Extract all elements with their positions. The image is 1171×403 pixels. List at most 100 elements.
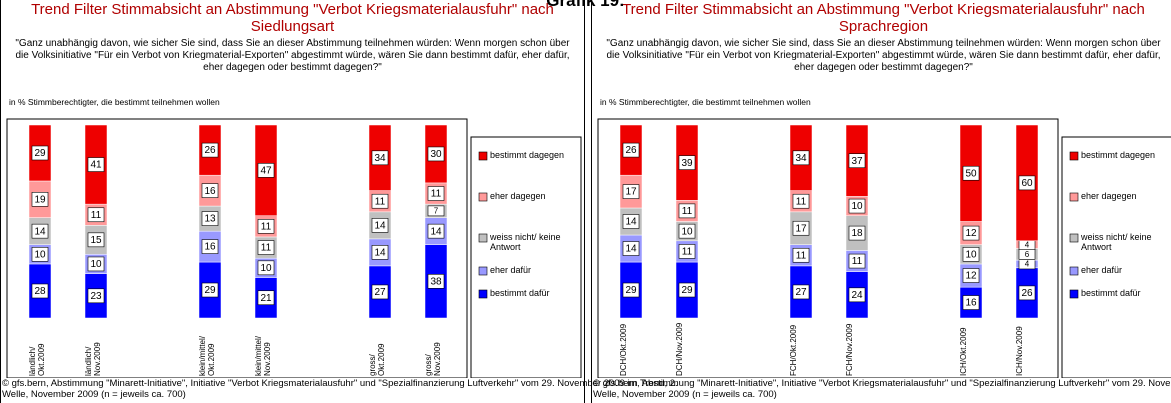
value-label-box: [427, 146, 445, 162]
value-label: 17: [795, 223, 807, 234]
x-tick-label: ländlich/ Okt.2009: [28, 343, 46, 376]
legend-swatch: [1069, 233, 1079, 243]
x-tick-label: gross/ Okt.2009: [368, 343, 386, 376]
x-tick-label: DCH/Nov.2009: [675, 322, 684, 376]
value-label: 16: [965, 298, 977, 309]
value-label: 6: [1025, 250, 1030, 259]
value-label-box: [371, 284, 389, 300]
value-label-box: [792, 150, 810, 166]
value-label-box: [257, 240, 275, 255]
value-label-box: [257, 219, 275, 234]
value-label-box: [848, 198, 866, 214]
x-tick-label: ländlich/ Nov.2009: [84, 342, 102, 376]
value-label: 10: [851, 201, 863, 212]
value-label: 21: [260, 293, 272, 304]
legend-swatch: [1069, 151, 1079, 161]
value-label-box: [678, 282, 696, 298]
y-axis-label: in % Stimmberechtigter, die bestimmt tei…: [600, 97, 811, 107]
legend-swatch: [478, 192, 488, 202]
plot-frame: [597, 118, 1059, 378]
value-label: 11: [682, 247, 693, 258]
chart-panel: 28 10 14 19 29 23 10 15 11 41 29 16 13 16 26 21 10 11 11 47…: [0, 0, 678, 403]
value-label-box: [622, 282, 640, 298]
value-label-box: [201, 142, 219, 158]
value-label-box: [962, 295, 980, 310]
value-label-box: [371, 150, 389, 166]
value-label: 12: [965, 271, 977, 282]
value-label: 19: [34, 194, 46, 205]
value-label: 10: [681, 226, 693, 237]
value-label: 16: [204, 242, 216, 253]
value-label: 10: [90, 259, 102, 270]
value-label-box: [201, 183, 219, 198]
value-label: 7: [434, 206, 439, 215]
value-label: 37: [851, 156, 863, 167]
value-label: 13: [204, 214, 216, 225]
value-label-box: [792, 220, 810, 236]
value-label: 29: [681, 285, 693, 296]
value-label: 23: [90, 291, 102, 302]
value-label-box: [427, 223, 445, 239]
value-label: 11: [796, 250, 807, 261]
value-label-box: [1018, 175, 1036, 191]
value-label-box: [87, 207, 105, 223]
value-label-box: [848, 153, 866, 169]
chart-panel: 29 14 14 17 26 29 11 10 11 39 27 11 17 11 34 24 11 18 10 37…: [591, 0, 1171, 403]
footnote: © gfs.bern, Abstimmung "Minarett-Initiat…: [2, 378, 678, 400]
value-label: 11: [796, 196, 807, 207]
value-label: 11: [431, 189, 442, 200]
chart-title: Trend Filter Stimmabsicht an Abstimmung …: [31, 1, 554, 35]
chart-title: Trend Filter Stimmabsicht an Abstimmung …: [622, 1, 1145, 35]
x-tick-label: klein/mittel/ Okt.2009: [198, 335, 216, 376]
legend-frame: [470, 136, 582, 378]
value-label: 15: [90, 235, 102, 246]
value-label: 27: [795, 287, 807, 298]
value-label-box: [201, 282, 219, 298]
value-label: 14: [430, 226, 442, 237]
x-tick-label: FCH/Nov.2009: [845, 323, 854, 376]
legend-swatch: [478, 233, 488, 243]
value-label: 26: [1021, 288, 1033, 299]
value-label-box: [678, 203, 696, 219]
chart-subtitle: "Ganz unabhängig davon, wie sicher Sie s…: [15, 38, 570, 73]
value-label-box: [962, 268, 980, 283]
value-label-box: [31, 192, 49, 207]
value-label: 38: [430, 276, 442, 287]
y-axis-label: in % Stimmberechtigter, die bestimmt tei…: [9, 97, 220, 107]
value-label: 30: [430, 149, 442, 160]
value-label-box: [792, 193, 810, 209]
value-label-box: [427, 274, 445, 289]
value-label-box: [87, 232, 105, 248]
value-label: 60: [1021, 178, 1033, 189]
value-label: 14: [374, 248, 386, 259]
value-label: 14: [34, 226, 46, 237]
value-label-box: [31, 247, 49, 262]
value-label: 14: [625, 244, 637, 255]
value-label: 26: [625, 145, 637, 156]
value-label-box: [962, 247, 980, 262]
value-label-box: [371, 245, 389, 260]
value-label-box: [1018, 285, 1036, 301]
value-label: 11: [682, 206, 693, 217]
value-label: 4: [1025, 260, 1030, 269]
value-label: 27: [374, 287, 386, 298]
value-label-box: [848, 287, 866, 303]
value-label-box: [622, 184, 640, 199]
value-label: 29: [625, 285, 637, 296]
value-label-box: [678, 244, 696, 259]
legend-label: bestimmt dafür: [1081, 288, 1141, 298]
value-label-box: [792, 284, 810, 300]
value-label: 29: [204, 285, 216, 296]
value-label: 11: [91, 210, 102, 221]
x-tick-label: klein/mittel/ Nov.2009: [254, 335, 272, 376]
legend-label: weiss nicht/ keine Antwort: [1081, 232, 1152, 252]
legend-swatch: [1069, 266, 1079, 276]
value-label: 10: [34, 249, 46, 260]
x-tick-label: FCH/Okt.2009: [789, 324, 798, 376]
legend-swatch: [478, 289, 488, 299]
value-label: 50: [965, 168, 977, 179]
legend-label: bestimmt dagegen: [1081, 150, 1156, 160]
value-label-box: [792, 247, 810, 263]
value-label-box: [622, 241, 640, 256]
